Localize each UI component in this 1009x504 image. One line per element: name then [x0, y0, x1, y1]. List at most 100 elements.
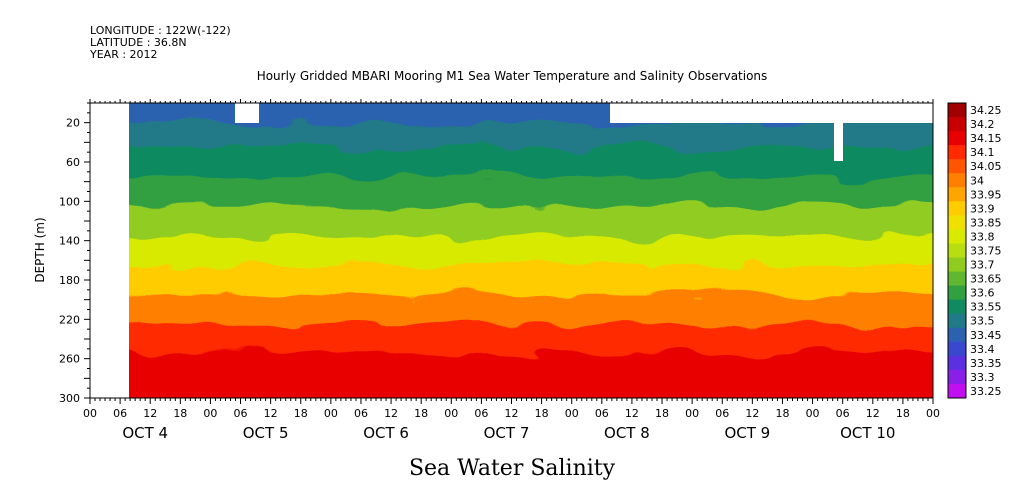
colorbar-label: 33.3: [970, 371, 995, 384]
salinity-band: [110, 383, 933, 398]
x-hour-label: 12: [264, 407, 278, 420]
y-tick-label: 60: [66, 156, 80, 169]
y-axis-label: DEPTH (m): [33, 217, 47, 282]
x-hour-label: 06: [234, 407, 248, 420]
colorbar-label: 33.65: [970, 273, 1002, 286]
colorbar-swatch: [948, 117, 966, 132]
chart-title: Hourly Gridded MBARI Mooring M1 Sea Wate…: [257, 69, 768, 83]
salinity-band: [110, 147, 933, 178]
x-hour-label: 00: [203, 407, 217, 420]
x-hour-label: 00: [444, 407, 458, 420]
missing-data-region: [610, 103, 933, 123]
colorbar-label: 33.25: [970, 385, 1002, 398]
x-day-label: OCT 4: [122, 424, 168, 442]
colorbar-swatch: [948, 201, 966, 216]
x-hour-label: 00: [324, 407, 338, 420]
colorbar-swatch: [948, 257, 966, 273]
y-tick-label: 100: [59, 195, 80, 208]
plot-area: [90, 103, 933, 398]
x-hour-label: 00: [926, 407, 940, 420]
y-tick-label: 180: [59, 274, 80, 287]
salinity-band: [110, 122, 933, 149]
x-hour-label: 18: [294, 407, 308, 420]
x-hour-label: 06: [354, 407, 368, 420]
x-day-label: OCT 7: [484, 424, 530, 442]
x-hour-label: 18: [173, 407, 187, 420]
colorbar-swatch: [948, 103, 966, 118]
colorbar-swatch: [948, 173, 966, 188]
colorbar-swatch: [948, 187, 966, 202]
y-tick-label: 20: [66, 117, 80, 130]
colorbar-label: 33.7: [970, 259, 995, 272]
colorbar-swatch: [948, 369, 966, 385]
colorbar-swatch: [948, 327, 966, 343]
colorbar-label: 34.2: [970, 118, 995, 131]
x-day-label: OCT 5: [243, 424, 289, 442]
x-day-label: OCT 8: [604, 424, 650, 442]
longitude-label: LONGITUDE : 122W(-122): [90, 24, 231, 37]
salinity-band: [110, 235, 933, 267]
x-hour-label: 00: [565, 407, 579, 420]
colorbar-swatch: [948, 243, 966, 259]
salinity-band: [110, 294, 933, 326]
colorbar-swatch: [948, 229, 966, 244]
x-hour-label: 06: [836, 407, 850, 420]
colorbar-label: 33.55: [970, 301, 1002, 314]
colorbar-swatch: [948, 383, 966, 399]
x-hour-label: 06: [474, 407, 488, 420]
x-hour-label: 18: [896, 407, 910, 420]
colorbar-label: 34.25: [970, 104, 1002, 117]
x-day-label: OCT 6: [363, 424, 409, 442]
x-hour-label: 12: [625, 407, 639, 420]
x-hour-label: 18: [414, 407, 428, 420]
colorbar-label: 33.45: [970, 329, 1002, 342]
x-hour-label: 00: [806, 407, 820, 420]
y-tick-label: 220: [59, 313, 80, 326]
salinity-band: [110, 206, 933, 237]
salinity-band: [110, 353, 933, 385]
colorbar: 34.2534.234.1534.134.053433.9533.933.853…: [947, 102, 1002, 399]
y-axis: 20 60 100 140 180 220 260 300: [59, 102, 90, 405]
colorbar-label: 33.95: [970, 188, 1002, 201]
salinity-band: [110, 265, 933, 296]
salinity-band: [110, 176, 933, 208]
colorbar-label: 33.35: [970, 357, 1002, 370]
colorbar-label: 33.75: [970, 245, 1002, 258]
x-hour-label: 18: [655, 407, 669, 420]
colorbar-label: 33.9: [970, 202, 995, 215]
colorbar-swatch: [948, 271, 966, 287]
colorbar-swatch: [948, 341, 966, 357]
colorbar-label: 34.1: [970, 146, 995, 159]
x-hour-label: 12: [505, 407, 519, 420]
colorbar-label: 33.6: [970, 287, 995, 300]
y-tick-label: 300: [59, 392, 80, 405]
x-hour-label: 18: [775, 407, 789, 420]
x-hour-label: 12: [143, 407, 157, 420]
salinity-band: [110, 324, 933, 355]
missing-data-region: [90, 103, 129, 398]
x-hour-label: 06: [715, 407, 729, 420]
colorbar-label: 33.85: [970, 216, 1002, 229]
colorbar-label: 33.5: [970, 315, 995, 328]
colorbar-swatch: [948, 299, 966, 315]
year-label: YEAR : 2012: [90, 48, 158, 61]
x-hour-label: 18: [535, 407, 549, 420]
x-day-label: OCT 9: [724, 424, 770, 442]
latitude-label: LATITUDE : 36.8N: [90, 36, 187, 49]
x-hour-label: 12: [745, 407, 759, 420]
colorbar-label: 34.05: [970, 160, 1002, 173]
colorbar-swatch: [948, 285, 966, 301]
x-hour-label: 12: [866, 407, 880, 420]
colorbar-swatch: [948, 355, 966, 371]
x-axis: 00 06 12 18 00 06 12 18 00 06 12 18 00 06 12 18 00 06 12 18…: [83, 99, 940, 442]
colorbar-swatch: [948, 215, 966, 230]
missing-data-region: [834, 103, 843, 161]
y-tick-label: 140: [59, 235, 80, 248]
x-hour-label: 00: [685, 407, 699, 420]
colorbar-frame: [947, 102, 967, 399]
x-hour-label: 00: [83, 407, 97, 420]
colorbar-swatch: [948, 131, 966, 146]
x-day-label: OCT 10: [840, 424, 895, 442]
y-tick-label: 260: [59, 353, 80, 366]
